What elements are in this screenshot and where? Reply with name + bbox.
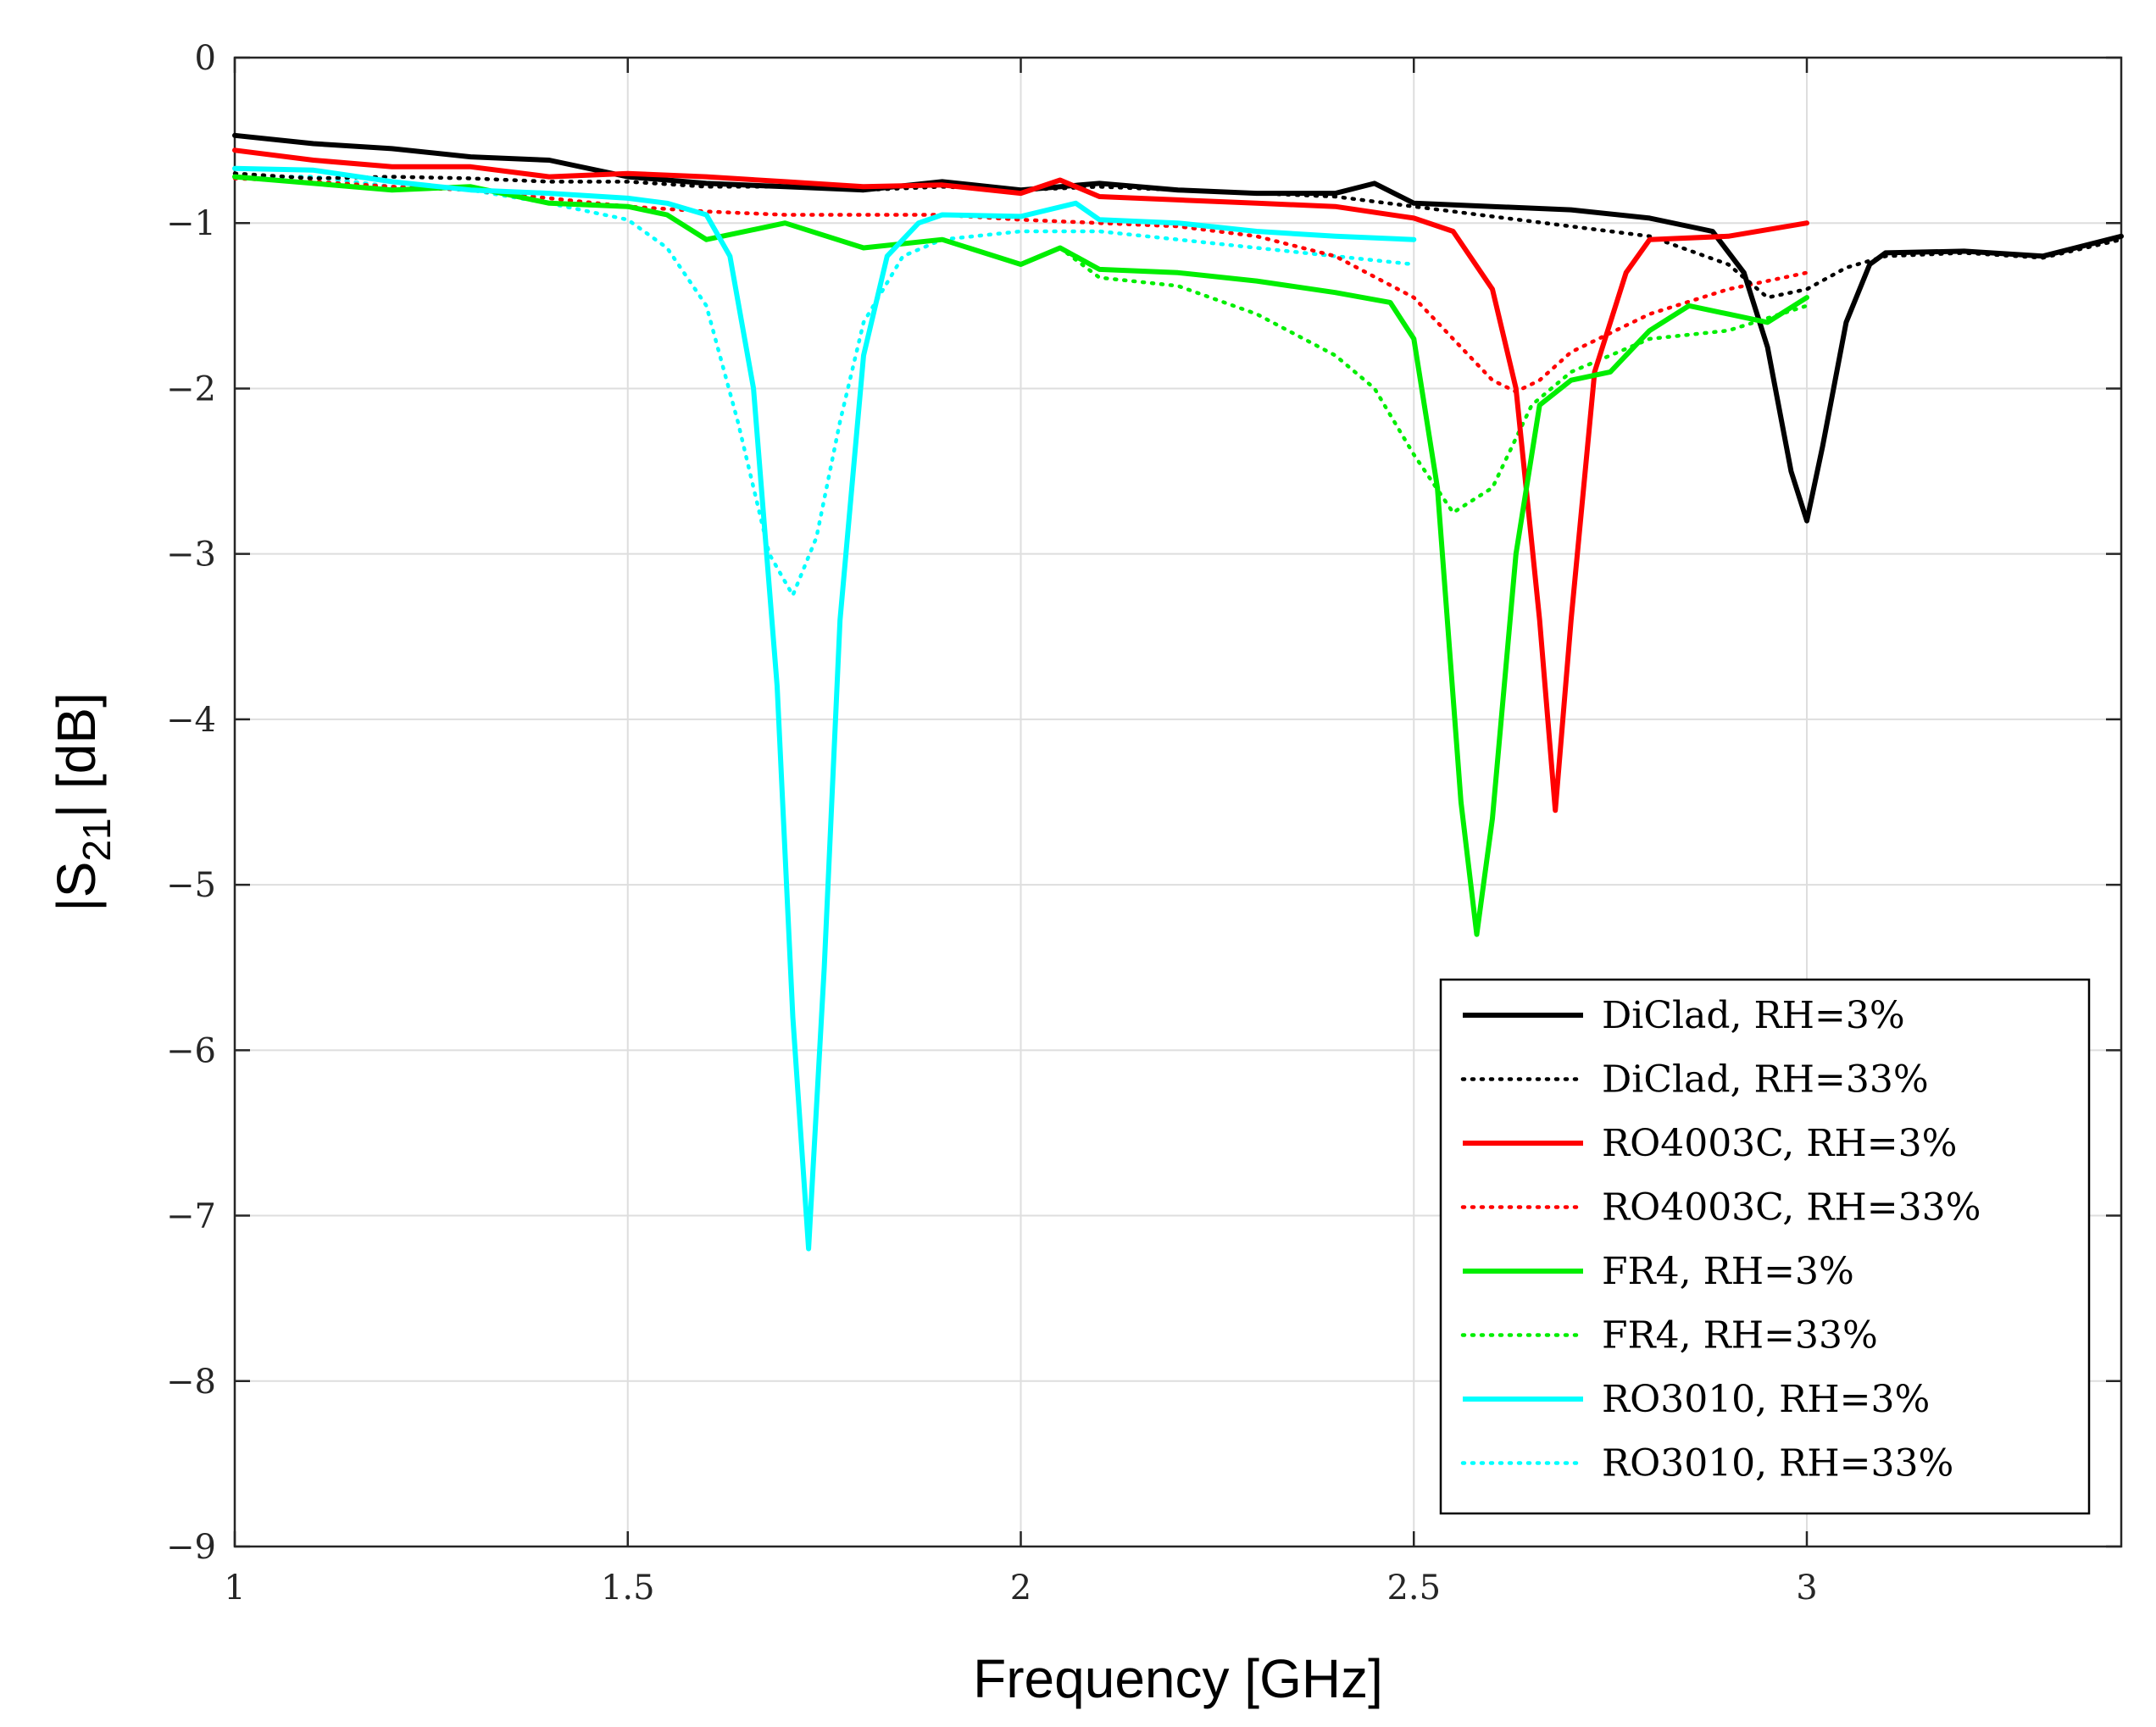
series-line-4 <box>232 174 1809 937</box>
y-tick-label: 0 <box>195 39 216 78</box>
x-tick-label: 1 <box>224 1569 245 1608</box>
y-axis-title-pre: |S <box>46 862 107 912</box>
legend-label-4: FR4, RH=3% <box>1602 1250 1854 1293</box>
y-tick-label: −4 <box>166 701 216 740</box>
x-tick-label: 1.5 <box>601 1569 655 1608</box>
legend-label-6: RO3010, RH=3% <box>1602 1378 1930 1421</box>
axes <box>233 56 2123 1548</box>
legend-label-1: DiClad, RH=33% <box>1602 1058 1929 1102</box>
legend-box <box>1439 978 2091 1515</box>
y-axis-title-post: | [dB] <box>46 692 107 818</box>
x-axis-title: Frequency [GHz] <box>973 1648 1383 1709</box>
y-axis-title: |S21| [dB] <box>46 692 119 912</box>
y-tick-label: −2 <box>166 369 216 408</box>
y-axis-title-subscript: 21 <box>75 818 119 861</box>
series-line-0 <box>232 132 2124 524</box>
y-tick-label: −1 <box>166 204 216 243</box>
y-tick-label: −7 <box>166 1197 216 1236</box>
x-ticks: 1 1.5 2 2.5 3 <box>224 58 1818 1608</box>
series-group <box>232 132 2124 1252</box>
x-tick-label: 3 <box>1796 1569 1817 1608</box>
y-tick-label: −3 <box>166 536 216 575</box>
legend-label-0: DiClad, RH=3% <box>1602 994 1905 1037</box>
series-line-2 <box>232 147 1809 814</box>
legend-label-3: RO4003C, RH=33% <box>1602 1186 1981 1230</box>
legend: DiClad, RH=3% DiClad, RH=33% RO4003C, RH=3… <box>1439 978 2091 1515</box>
plot-frame <box>233 56 2123 1548</box>
legend-label-5: FR4, RH=33% <box>1602 1314 1878 1358</box>
x-tick-label: 2.5 <box>1386 1569 1441 1608</box>
series-line-1 <box>232 171 2124 300</box>
legend-label-7: RO3010, RH=33% <box>1602 1442 1953 1485</box>
series-line-3 <box>232 176 1809 394</box>
y-tick-label: −9 <box>166 1528 216 1567</box>
x-tick-label: 2 <box>1010 1569 1031 1608</box>
series-line-6 <box>232 165 1417 1252</box>
series-line-7 <box>232 175 1416 597</box>
legend-label-2: RO4003C, RH=3% <box>1602 1122 1957 1165</box>
y-ticks: 0 −1 −2 −3 −4 −5 −6 −7 −8 −9 <box>166 39 2121 1567</box>
y-tick-label: −8 <box>166 1363 216 1402</box>
y-tick-label: −6 <box>166 1031 216 1070</box>
y-tick-label: −5 <box>166 866 216 905</box>
